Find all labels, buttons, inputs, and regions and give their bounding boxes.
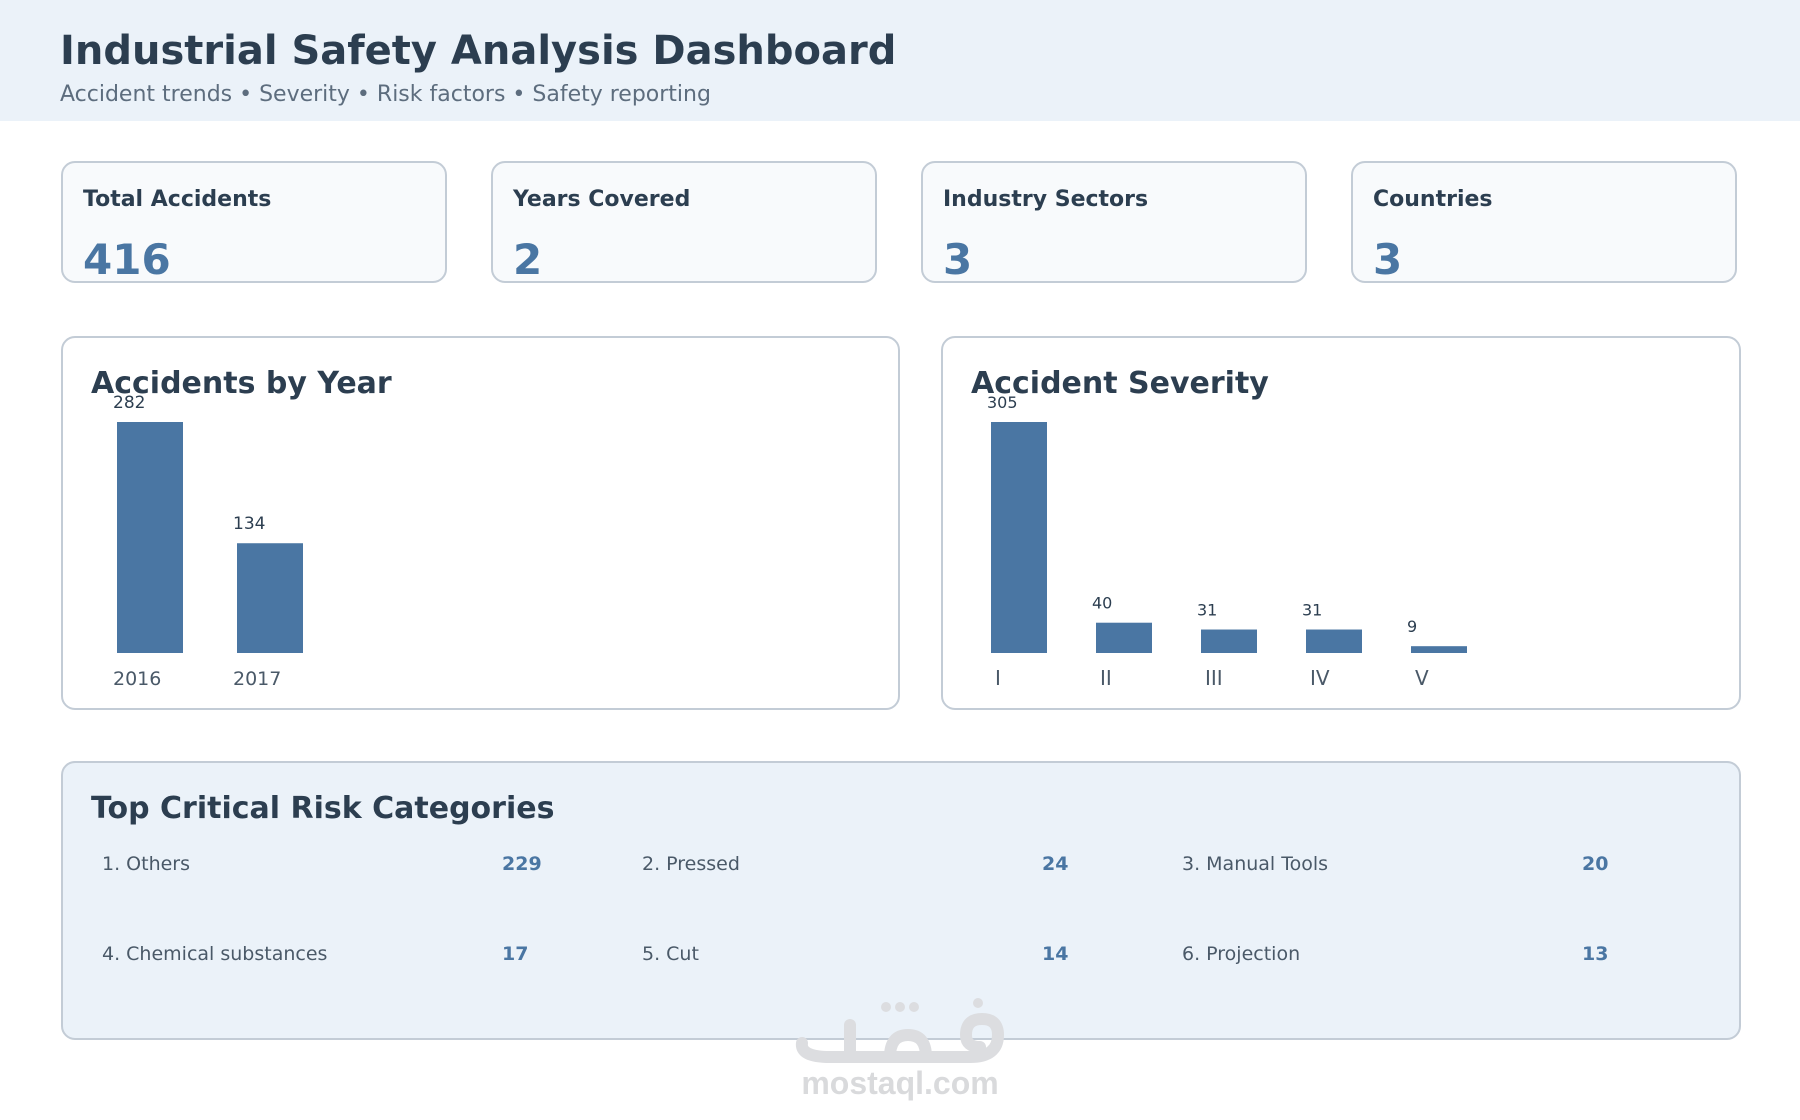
tick-label: III bbox=[1205, 666, 1223, 690]
risk-item: 5. Cut 14 bbox=[642, 943, 1142, 973]
kpi-value: 416 bbox=[83, 235, 171, 284]
risk-name: 6. Projection bbox=[1182, 943, 1301, 965]
data-label: 305 bbox=[987, 393, 1018, 412]
risk-count: 24 bbox=[1042, 853, 1069, 875]
kpi-label: Countries bbox=[1373, 187, 1493, 212]
kpi-card-years-covered: Years Covered 2 bbox=[491, 161, 877, 284]
risk-item: 6. Projection 13 bbox=[1182, 943, 1682, 973]
risk-item: 2. Pressed 24 bbox=[642, 853, 1142, 883]
tick-label: IV bbox=[1310, 666, 1330, 690]
page-title: Industrial Safety Analysis Dashboard bbox=[60, 28, 897, 74]
kpi-label: Years Covered bbox=[513, 187, 691, 212]
dashboard-header: Industrial Safety Analysis Dashboard Acc… bbox=[0, 0, 1800, 121]
tick-label: 2017 bbox=[233, 668, 281, 690]
bar-2016 bbox=[117, 422, 183, 653]
risk-name: 3. Manual Tools bbox=[1182, 853, 1329, 875]
data-label: 134 bbox=[233, 514, 265, 534]
data-label: 9 bbox=[1407, 617, 1417, 636]
kpi-label: Industry Sectors bbox=[943, 187, 1149, 212]
data-label: 31 bbox=[1197, 601, 1217, 620]
tick-label: II bbox=[1100, 666, 1112, 690]
accident-severity-chart: 305 I 40 II 31 III 31 IV 9 V bbox=[987, 393, 1467, 690]
chart-title: Accidents by Year bbox=[91, 366, 392, 401]
bar-IV bbox=[1306, 629, 1362, 653]
tick-label: 2016 bbox=[113, 668, 161, 690]
bar-III bbox=[1201, 629, 1257, 653]
accident-severity-panel: 305 I 40 II 31 III 31 IV 9 V Accident Severity bbox=[941, 336, 1741, 710]
data-label: 282 bbox=[113, 393, 145, 413]
risk-item: 4. Chemical substances 17 bbox=[102, 943, 602, 973]
kpi-value: 2 bbox=[513, 235, 543, 284]
risk-count: 229 bbox=[502, 853, 542, 875]
risk-name: 4. Chemical substances bbox=[102, 943, 328, 965]
tick-label: V bbox=[1415, 666, 1429, 690]
tick-label: I bbox=[995, 666, 1001, 690]
risk-name: 2. Pressed bbox=[642, 853, 740, 875]
kpi-card-countries: Countries 3 bbox=[1351, 161, 1737, 284]
chart-title: Accident Severity bbox=[971, 366, 1269, 401]
risk-name: 1. Others bbox=[102, 853, 191, 875]
bar-2017 bbox=[237, 543, 303, 653]
risk-count: 20 bbox=[1582, 853, 1609, 875]
kpi-card-industry-sectors: Industry Sectors 3 bbox=[921, 161, 1307, 284]
risk-panel-title: Top Critical Risk Categories bbox=[91, 791, 555, 826]
bar-II bbox=[1096, 622, 1152, 653]
kpi-value: 3 bbox=[943, 235, 973, 284]
kpi-label: Total Accidents bbox=[83, 187, 272, 212]
risk-count: 17 bbox=[502, 943, 529, 965]
watermark: mostaql.com bbox=[790, 995, 1010, 1101]
risk-item: 1. Others 229 bbox=[102, 853, 602, 883]
bar-I bbox=[991, 422, 1047, 653]
bar-V bbox=[1411, 646, 1467, 653]
risk-name: 5. Cut bbox=[642, 943, 699, 965]
data-label: 31 bbox=[1302, 601, 1322, 620]
accidents-by-year-chart: 282 2016 134 2017 bbox=[113, 393, 303, 690]
data-label: 40 bbox=[1092, 594, 1112, 613]
watermark-logo-icon bbox=[795, 998, 1005, 1063]
risk-count: 13 bbox=[1582, 943, 1609, 965]
risk-count: 14 bbox=[1042, 943, 1069, 965]
watermark-text: mostaql.com bbox=[801, 1065, 999, 1101]
kpi-card-total-accidents: Total Accidents 416 bbox=[61, 161, 447, 284]
page-subtitle: Accident trends • Severity • Risk factor… bbox=[60, 82, 711, 107]
accidents-by-year-panel: 282 2016 134 2017 Accidents by Year bbox=[61, 336, 900, 710]
kpi-value: 3 bbox=[1373, 235, 1403, 284]
risk-item: 3. Manual Tools 20 bbox=[1182, 853, 1682, 883]
